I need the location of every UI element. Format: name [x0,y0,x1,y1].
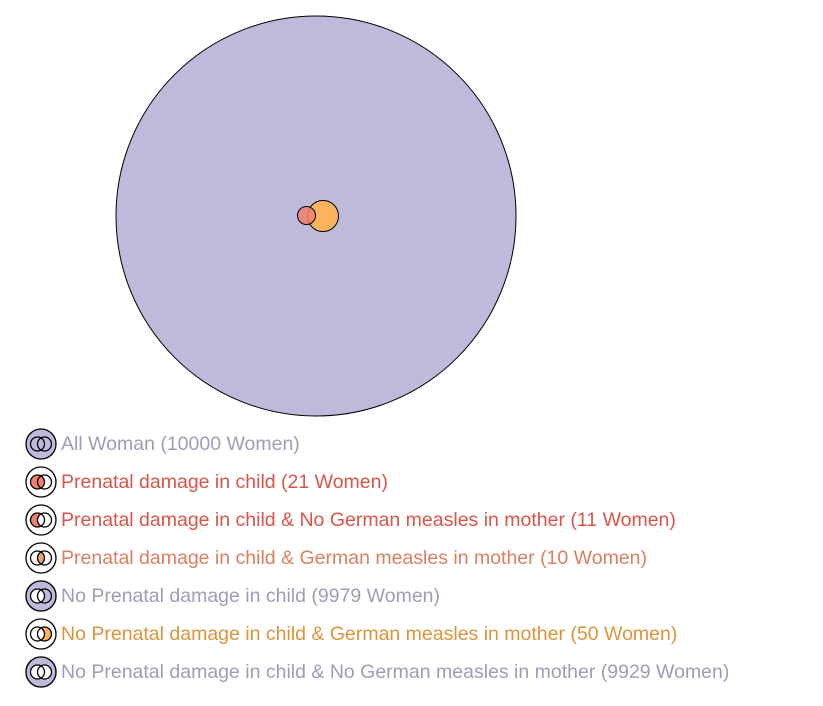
legend-item-damage-and-measles: Prenatal damage in child & German measle… [24,539,729,577]
venn-neither-icon [25,656,57,688]
venn-all-icon [25,428,57,460]
prenatal-damage-circle [297,206,316,225]
legend-label: No Prenatal damage in child & No German … [61,660,730,683]
venn-diagram [115,15,517,417]
legend-label: Prenatal damage in child & No German mea… [61,508,676,531]
legend-label: No Prenatal damage in child & German mea… [61,622,678,645]
legend-label: No Prenatal damage in child (9979 Women) [61,584,441,607]
venn-no-damage-icon [25,580,57,612]
legend-item-neither: No Prenatal damage in child & No German … [24,653,729,691]
legend-item-all-women: All Woman (10000 Women) [24,425,729,463]
legend-label: Prenatal damage in child (21 Women) [61,470,388,493]
legend-item-prenatal-damage: Prenatal damage in child (21 Women) [24,463,729,501]
venn-measles-only-icon [25,618,57,650]
legend: All Woman (10000 Women) Prenatal damage … [24,425,729,691]
venn-intersection-icon [25,542,57,574]
legend-item-damage-no-measles: Prenatal damage in child & No German mea… [24,501,729,539]
legend-item-no-damage-measles: No Prenatal damage in child & German mea… [24,615,729,653]
venn-damage-icon [25,466,57,498]
legend-label: Prenatal damage in child & German measle… [61,546,647,569]
legend-label: All Woman (10000 Women) [61,432,300,455]
legend-item-no-damage: No Prenatal damage in child (9979 Women) [24,577,729,615]
venn-damage-only-icon [25,504,57,536]
